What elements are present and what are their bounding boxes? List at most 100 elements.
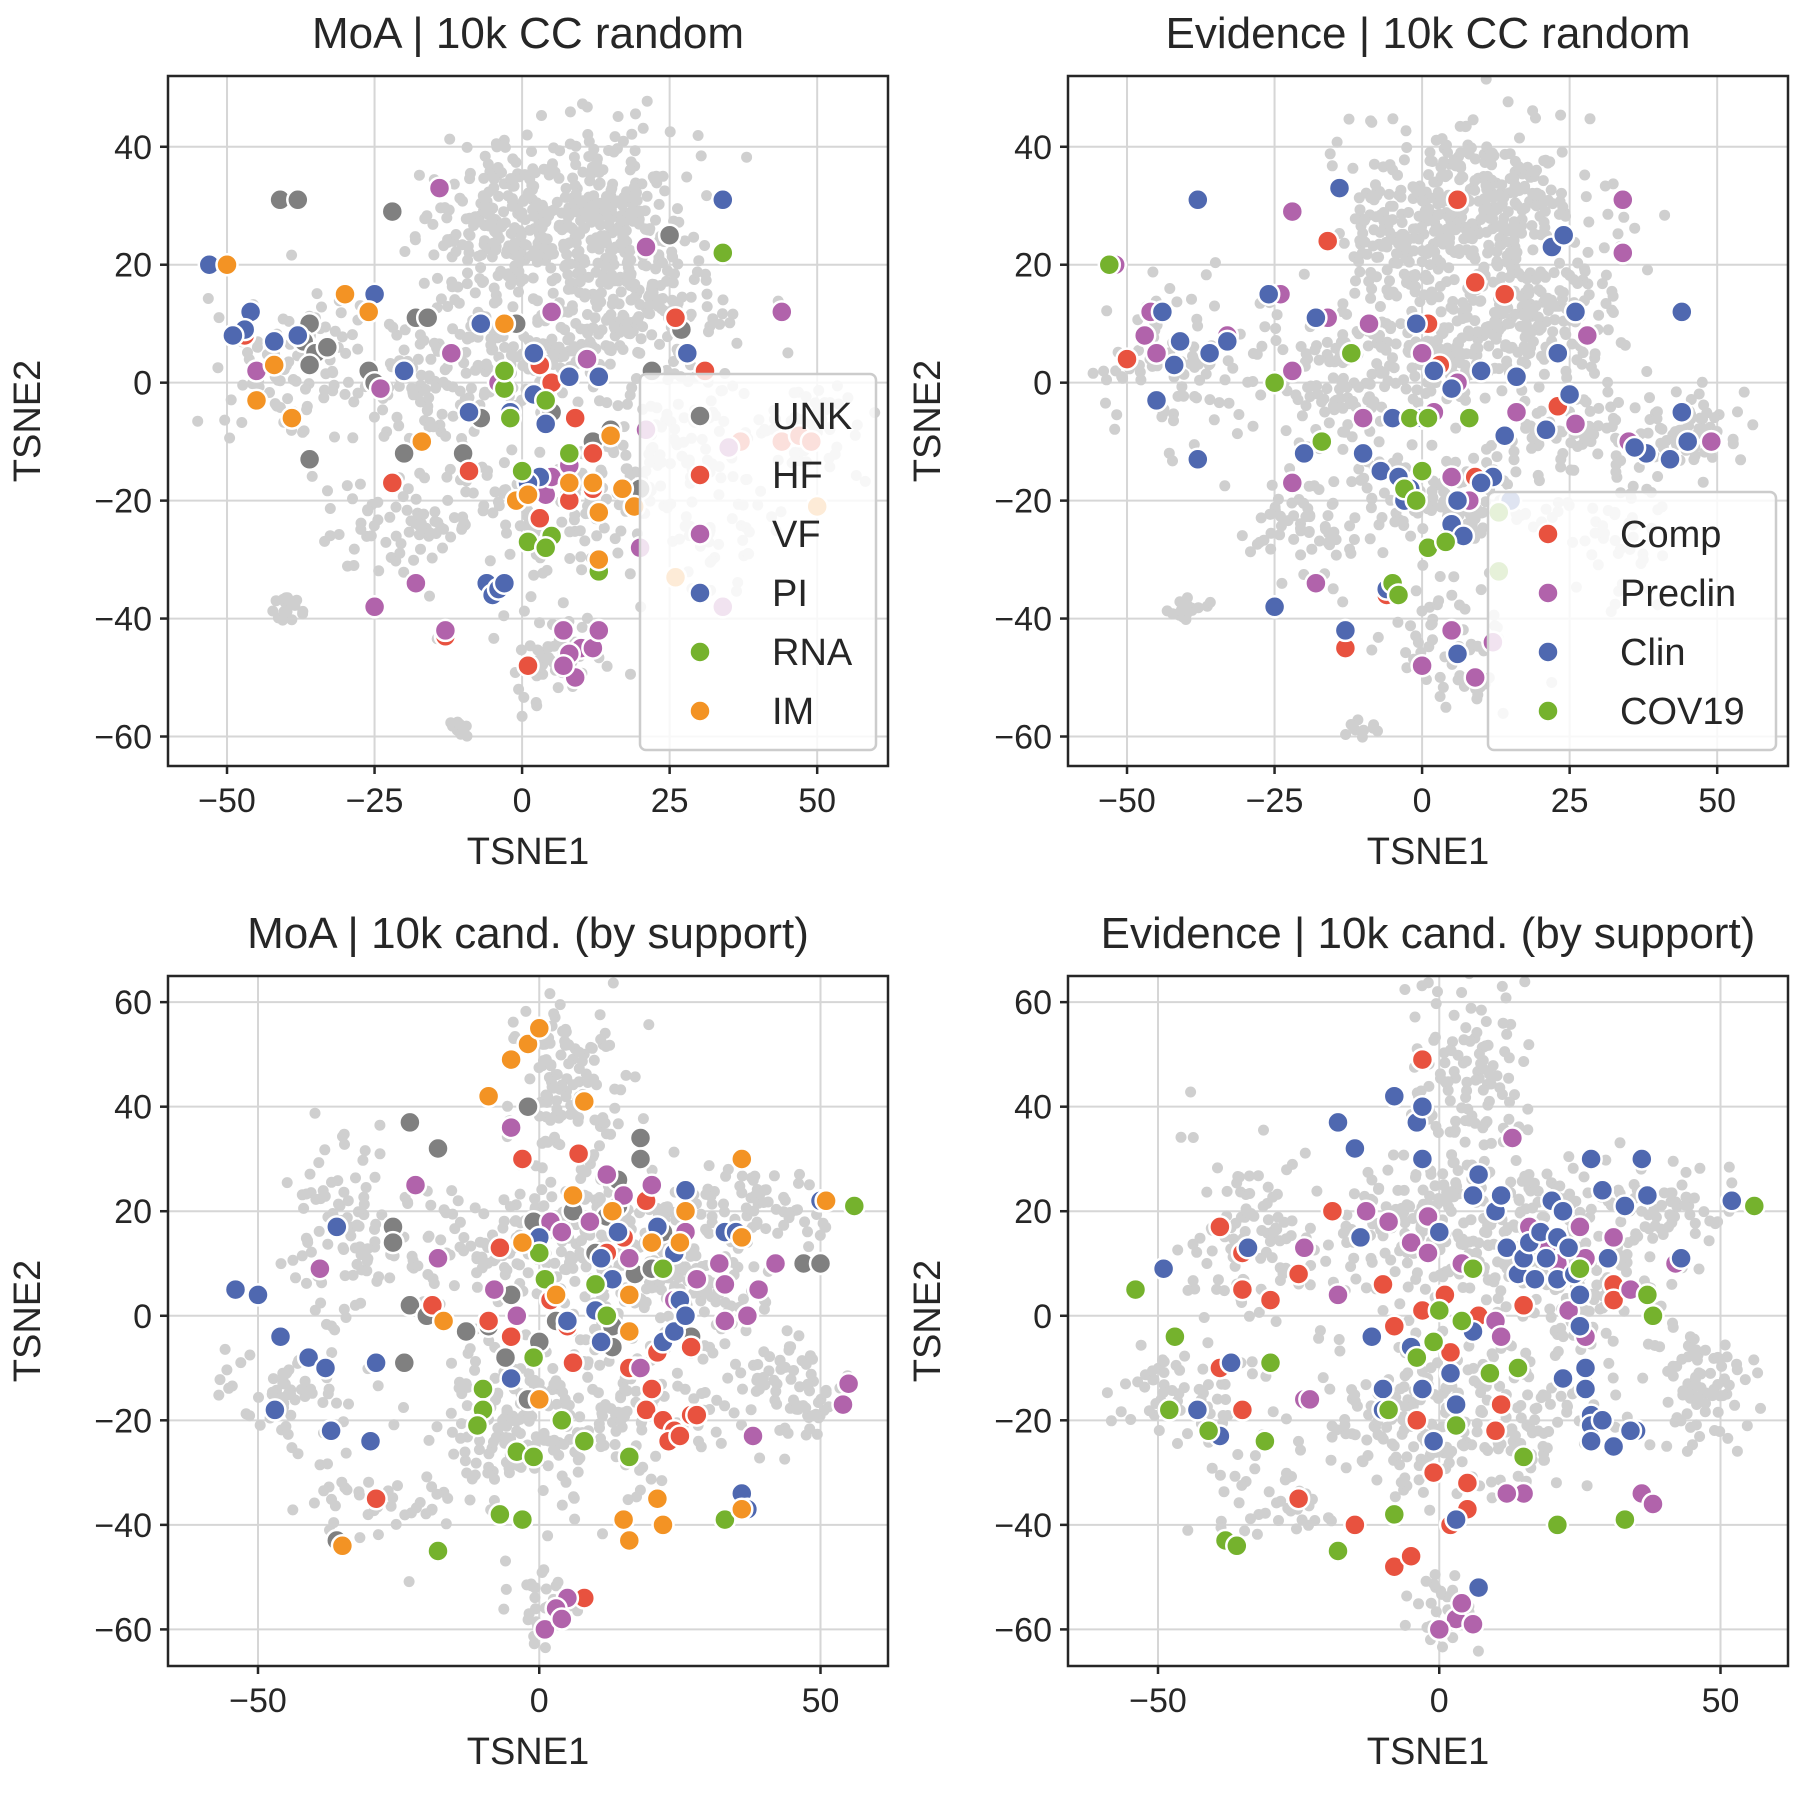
y-tick-label: −40	[94, 601, 152, 639]
background-point	[305, 1246, 317, 1258]
background-point	[803, 1179, 815, 1191]
background-point	[319, 321, 331, 333]
background-point	[406, 1250, 418, 1262]
data-point	[315, 335, 340, 360]
background-point	[415, 369, 427, 381]
data-point	[522, 341, 546, 365]
background-point	[591, 530, 603, 542]
background-point	[1456, 171, 1468, 183]
background-point	[673, 216, 685, 228]
background-point	[489, 1372, 501, 1384]
background-point	[414, 467, 426, 479]
background-point	[299, 1375, 311, 1387]
background-point	[752, 1359, 764, 1370]
background-point	[1433, 595, 1445, 607]
background-point	[1274, 529, 1286, 541]
background-point	[1449, 1125, 1461, 1136]
data-point	[492, 359, 517, 383]
background-point	[358, 1198, 370, 1210]
background-point	[493, 1422, 505, 1434]
background-point	[1533, 381, 1545, 393]
data-point	[426, 1246, 450, 1271]
background-point	[746, 1172, 758, 1184]
background-point	[1424, 155, 1436, 167]
data-point	[1262, 595, 1287, 619]
data-point	[533, 1267, 557, 1291]
background-point	[1450, 224, 1461, 236]
background-point	[1727, 433, 1739, 445]
background-point	[1309, 344, 1321, 356]
x-tick-label: −50	[1098, 782, 1156, 820]
data-point	[431, 1309, 456, 1333]
data-point	[1410, 341, 1434, 365]
y-tick-label: 40	[114, 1089, 152, 1127]
background-point	[296, 1250, 308, 1262]
background-point	[539, 1642, 551, 1654]
background-point	[1479, 392, 1491, 404]
x-axis-label: TSNE1	[467, 1731, 589, 1773]
background-point	[462, 267, 473, 279]
data-point	[557, 365, 582, 389]
background-point	[484, 555, 496, 567]
background-point	[1448, 274, 1460, 286]
background-point	[659, 1201, 671, 1213]
background-point	[1441, 139, 1452, 151]
background-point	[1557, 448, 1569, 459]
background-point	[1326, 160, 1338, 172]
background-point	[525, 591, 537, 603]
background-point	[1522, 1124, 1534, 1136]
background-point	[409, 231, 421, 243]
background-point	[537, 216, 549, 228]
data-point	[286, 188, 310, 212]
background-point	[1361, 1434, 1373, 1446]
background-point	[1477, 1084, 1489, 1096]
background-point	[1319, 406, 1331, 418]
data-point	[215, 252, 239, 277]
data-point	[1410, 653, 1434, 678]
background-point	[474, 216, 485, 228]
background-point	[333, 529, 345, 540]
background-point	[1454, 599, 1465, 611]
background-point	[736, 1419, 747, 1431]
data-point	[583, 1272, 608, 1297]
background-point	[627, 215, 639, 227]
background-point	[308, 1497, 320, 1509]
background-point	[192, 415, 204, 427]
background-point	[455, 1432, 467, 1444]
background-point	[701, 190, 713, 202]
data-point	[557, 471, 582, 495]
background-point	[1504, 1096, 1515, 1108]
background-point	[601, 397, 613, 409]
background-point	[422, 1231, 434, 1243]
background-point	[335, 307, 347, 319]
background-point	[1513, 267, 1525, 279]
background-point	[513, 286, 524, 298]
background-point	[1429, 246, 1441, 258]
background-point	[1320, 1255, 1332, 1267]
background-point	[717, 308, 728, 320]
data-point	[600, 1199, 625, 1223]
background-point	[1383, 188, 1395, 200]
data-point	[550, 1408, 574, 1433]
background-point	[568, 341, 580, 353]
background-point	[1360, 1282, 1372, 1294]
background-point	[1697, 476, 1709, 488]
background-point	[1337, 596, 1349, 608]
background-point	[488, 182, 500, 194]
background-point	[1423, 169, 1434, 181]
background-point	[647, 287, 659, 299]
background-point	[543, 245, 555, 257]
data-point	[533, 1617, 557, 1642]
background-point	[631, 313, 643, 325]
background-point	[774, 1354, 786, 1366]
background-point	[326, 1176, 337, 1188]
background-point	[462, 331, 474, 343]
background-point	[794, 1168, 805, 1180]
background-point	[1483, 239, 1495, 251]
background-point	[1213, 397, 1225, 409]
background-point	[1174, 596, 1186, 608]
background-point	[1147, 266, 1159, 278]
background-point	[1176, 381, 1188, 393]
background-point	[1348, 534, 1360, 545]
